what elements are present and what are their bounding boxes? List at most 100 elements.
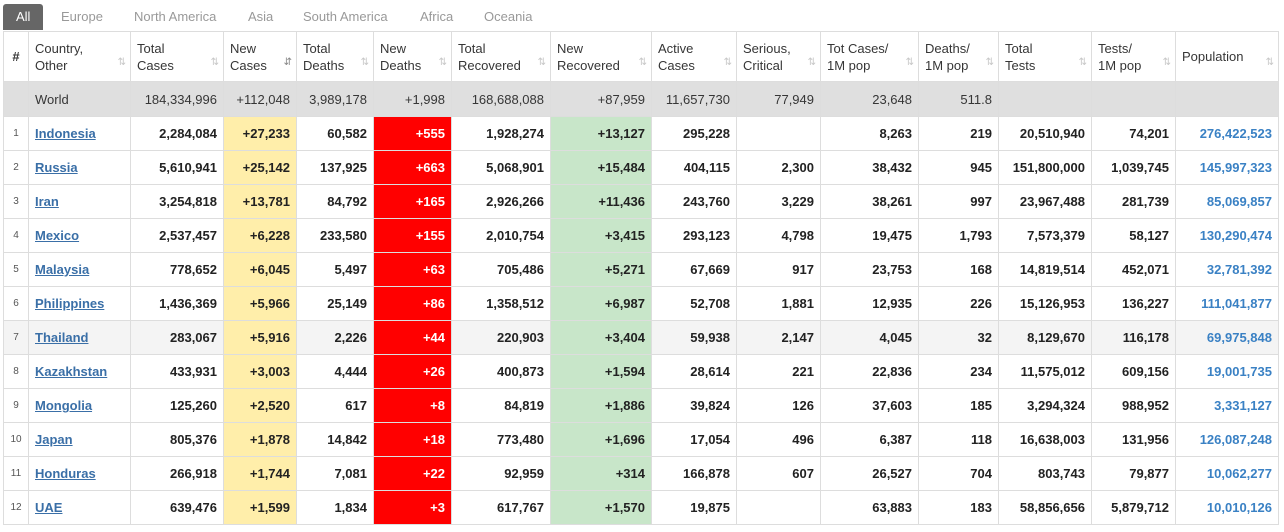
cell-new-cases: +1,744: [223, 456, 297, 491]
header-label: Critical: [743, 57, 783, 73]
country-link[interactable]: Honduras: [35, 466, 96, 481]
country-link[interactable]: Mongolia: [35, 398, 93, 413]
header-label: Total: [137, 40, 165, 56]
cell-total-deaths: 233,580: [296, 218, 374, 253]
cell-deaths-per-million: 234: [918, 354, 999, 389]
sort-icon[interactable]: ⇅: [438, 57, 448, 68]
header-total-deaths[interactable]: Total Deaths ⇅: [296, 31, 374, 82]
cell-serious-critical: [736, 116, 821, 151]
cell-total-recovered: 400,873: [451, 354, 551, 389]
header-label: Deaths: [303, 57, 345, 73]
tab-north-america[interactable]: North America: [134, 9, 217, 24]
sort-icon[interactable]: ⇅: [905, 57, 915, 68]
cell-total-recovered: 220,903: [451, 320, 551, 355]
cell-country: Indonesia: [28, 116, 131, 151]
cell-new-deaths: +22: [373, 456, 452, 491]
covid-stats-table: # Country, Other ⇅ Total Cases ⇅ New Cases ⇵ Total…: [3, 31, 1279, 525]
cell-active-cases: 17,054: [651, 422, 737, 457]
cell-new-recovered: +1,886: [550, 388, 652, 423]
sort-icon[interactable]: ⇅: [1162, 57, 1172, 68]
country-link[interactable]: Japan: [35, 432, 73, 447]
cell-total-recovered: 617,767: [451, 490, 551, 525]
sort-icon[interactable]: ⇅: [985, 57, 995, 68]
country-link[interactable]: Kazakhstan: [35, 364, 108, 379]
sort-icon[interactable]: ⇅: [360, 57, 370, 68]
country-link[interactable]: Indonesia: [35, 126, 96, 141]
cell-country: Mongolia: [28, 388, 131, 423]
sort-icon[interactable]: ⇅: [117, 57, 127, 68]
cell-total-cases: 184,334,996: [130, 81, 224, 117]
cell-new-deaths: +26: [373, 354, 452, 389]
cell-new-cases: +5,916: [223, 320, 297, 355]
tab-oceania[interactable]: Oceania: [484, 9, 533, 24]
cell-total-deaths: 3,989,178: [296, 81, 374, 117]
header-new-recovered[interactable]: New Recovered ⇅: [550, 31, 652, 82]
header-deaths-per-million[interactable]: Deaths/1M pop ⇅: [918, 31, 999, 82]
tab-asia[interactable]: Asia: [248, 9, 274, 24]
sort-icon[interactable]: ⇅: [807, 57, 817, 68]
header-population[interactable]: Population ⇅: [1175, 31, 1279, 82]
cell-population: 10,062,277: [1175, 456, 1279, 491]
header-total-cases[interactable]: Total Cases ⇅: [130, 31, 224, 82]
tab-africa[interactable]: Africa: [420, 9, 454, 24]
tab-all[interactable]: All: [3, 4, 44, 30]
table-row: 2 Russia 5,610,941 +25,142 137,925 +663 5,068,…: [3, 150, 1279, 185]
sort-icon[interactable]: ⇅: [638, 57, 648, 68]
sort-desc-icon[interactable]: ⇵: [283, 57, 293, 68]
country-link[interactable]: Iran: [35, 194, 59, 209]
header-total-tests[interactable]: Total Tests ⇅: [998, 31, 1092, 82]
cell-total-tests: 3,294,324: [998, 388, 1092, 423]
cell-deaths-per-million: 511.8: [918, 81, 999, 117]
tab-south-america[interactable]: South America: [303, 9, 388, 24]
country-link[interactable]: Thailand: [35, 330, 89, 345]
cell-total-recovered: 1,928,274: [451, 116, 551, 151]
cell-new-cases: +112,048: [223, 81, 297, 117]
header-total-recovered[interactable]: Total Recovered ⇅: [451, 31, 551, 82]
header-new-cases[interactable]: New Cases ⇵: [223, 31, 297, 82]
sort-icon[interactable]: ⇅: [723, 57, 733, 68]
cell-country: Japan: [28, 422, 131, 457]
header-active-cases[interactable]: Active Cases ⇅: [651, 31, 737, 82]
cell-population: 276,422,523: [1175, 116, 1279, 151]
sort-icon[interactable]: ⇅: [1265, 57, 1275, 68]
sort-icon[interactable]: ⇅: [537, 57, 547, 68]
header-country[interactable]: Country, Other ⇅: [28, 31, 131, 82]
cell-total-cases: 2,284,084: [130, 116, 224, 151]
country-link[interactable]: Mexico: [35, 228, 80, 243]
cell-total-cases: 1,436,369: [130, 286, 224, 321]
cell-new-deaths: +165: [373, 184, 452, 219]
cell-cases-per-million: 23,648: [820, 81, 919, 117]
cell-new-recovered: +13,127: [550, 116, 652, 151]
cell-active-cases: 67,669: [651, 252, 737, 287]
cell-country: World: [28, 81, 131, 117]
cell-active-cases: 166,878: [651, 456, 737, 491]
country-link[interactable]: Philippines: [35, 296, 105, 311]
cell-country: Philippines: [28, 286, 131, 321]
cell-cases-per-million: 8,263: [820, 116, 919, 151]
cell-row-number: [3, 81, 29, 117]
header-label: New: [380, 40, 407, 56]
country-link[interactable]: Malaysia: [35, 262, 90, 277]
table-row: 10 Japan 805,376 +1,878 14,842 +18 773,480 +1,6…: [3, 422, 1279, 457]
sort-icon[interactable]: ⇅: [210, 57, 220, 68]
cell-cases-per-million: 12,935: [820, 286, 919, 321]
cell-active-cases: 39,824: [651, 388, 737, 423]
cell-active-cases: 19,875: [651, 490, 737, 525]
header-cases-per-million[interactable]: Tot Cases/1M pop ⇅: [820, 31, 919, 82]
country-link[interactable]: Russia: [35, 160, 78, 175]
cell-total-cases: 125,260: [130, 388, 224, 423]
country-link[interactable]: UAE: [35, 500, 63, 515]
cell-row-number: 9: [3, 388, 29, 423]
cell-population: 85,069,857: [1175, 184, 1279, 219]
header-new-deaths[interactable]: New Deaths ⇅: [373, 31, 452, 82]
header-serious-critical[interactable]: Serious, Critical ⇅: [736, 31, 821, 82]
header-tests-per-million[interactable]: Tests/1M pop ⇅: [1091, 31, 1176, 82]
cell-new-recovered: +6,987: [550, 286, 652, 321]
cell-tests-per-million: 281,739: [1091, 184, 1176, 219]
cell-serious-critical: 1,881: [736, 286, 821, 321]
cell-active-cases: 295,228: [651, 116, 737, 151]
cell-cases-per-million: 38,261: [820, 184, 919, 219]
header-label: Recovered: [458, 57, 521, 73]
sort-icon[interactable]: ⇅: [1078, 57, 1088, 68]
tab-europe[interactable]: Europe: [61, 9, 103, 24]
